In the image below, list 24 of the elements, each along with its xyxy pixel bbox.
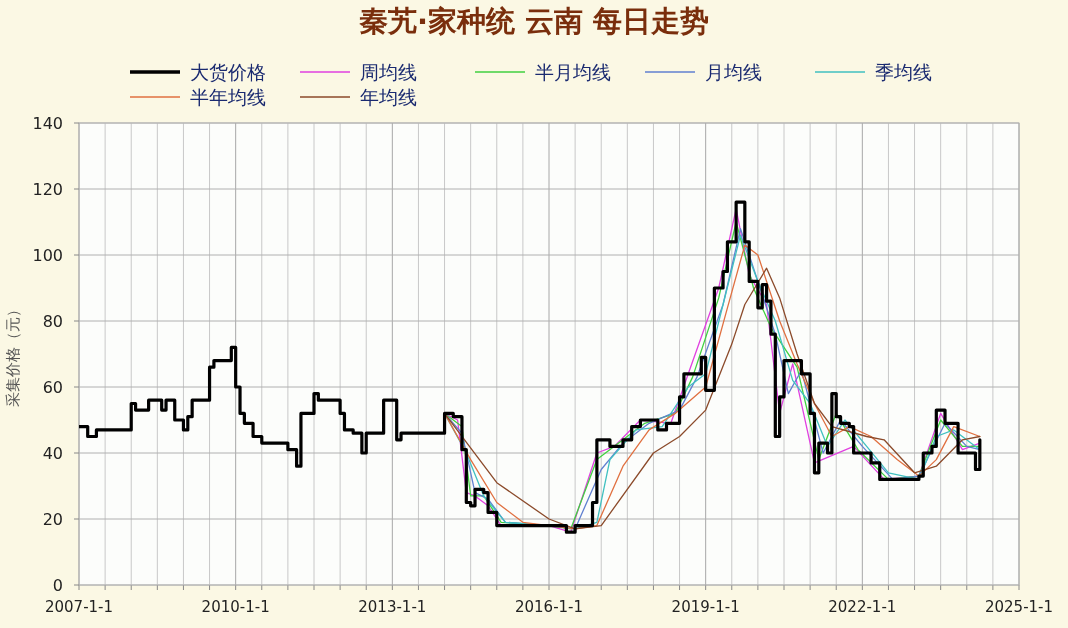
legend-label: 月均线 xyxy=(705,61,762,83)
y-tick-label: 100 xyxy=(32,246,63,265)
legend-label: 年均线 xyxy=(360,86,417,108)
y-tick-label: 120 xyxy=(32,180,63,199)
legend-label: 季均线 xyxy=(875,61,932,83)
legend-label: 周均线 xyxy=(360,61,417,83)
x-tick-label: 2013-1-1 xyxy=(358,598,427,616)
y-tick-label: 80 xyxy=(42,312,63,331)
legend-label: 半月均线 xyxy=(535,61,611,83)
y-tick-label: 140 xyxy=(32,114,63,133)
y-axis-title: 采集价格（元） xyxy=(4,301,22,407)
x-tick-label: 2010-1-1 xyxy=(201,598,270,616)
y-tick-label: 0 xyxy=(52,576,63,595)
chart-title: 秦艽·家种统 云南 每日走势 xyxy=(358,4,710,38)
legend-label: 半年均线 xyxy=(190,86,266,108)
y-tick-label: 20 xyxy=(42,510,63,529)
x-tick-label: 2016-1-1 xyxy=(514,598,584,616)
y-tick-label: 60 xyxy=(42,378,63,397)
y-tick-label: 40 xyxy=(42,444,63,463)
x-tick-label: 2022-1-1 xyxy=(828,598,897,616)
x-tick-label: 2019-1-1 xyxy=(671,598,740,616)
x-tick-label: 2007-1-1 xyxy=(44,598,114,616)
legend-label: 大货价格 xyxy=(190,61,266,83)
x-tick-label: 2025-1-1 xyxy=(984,598,1054,616)
